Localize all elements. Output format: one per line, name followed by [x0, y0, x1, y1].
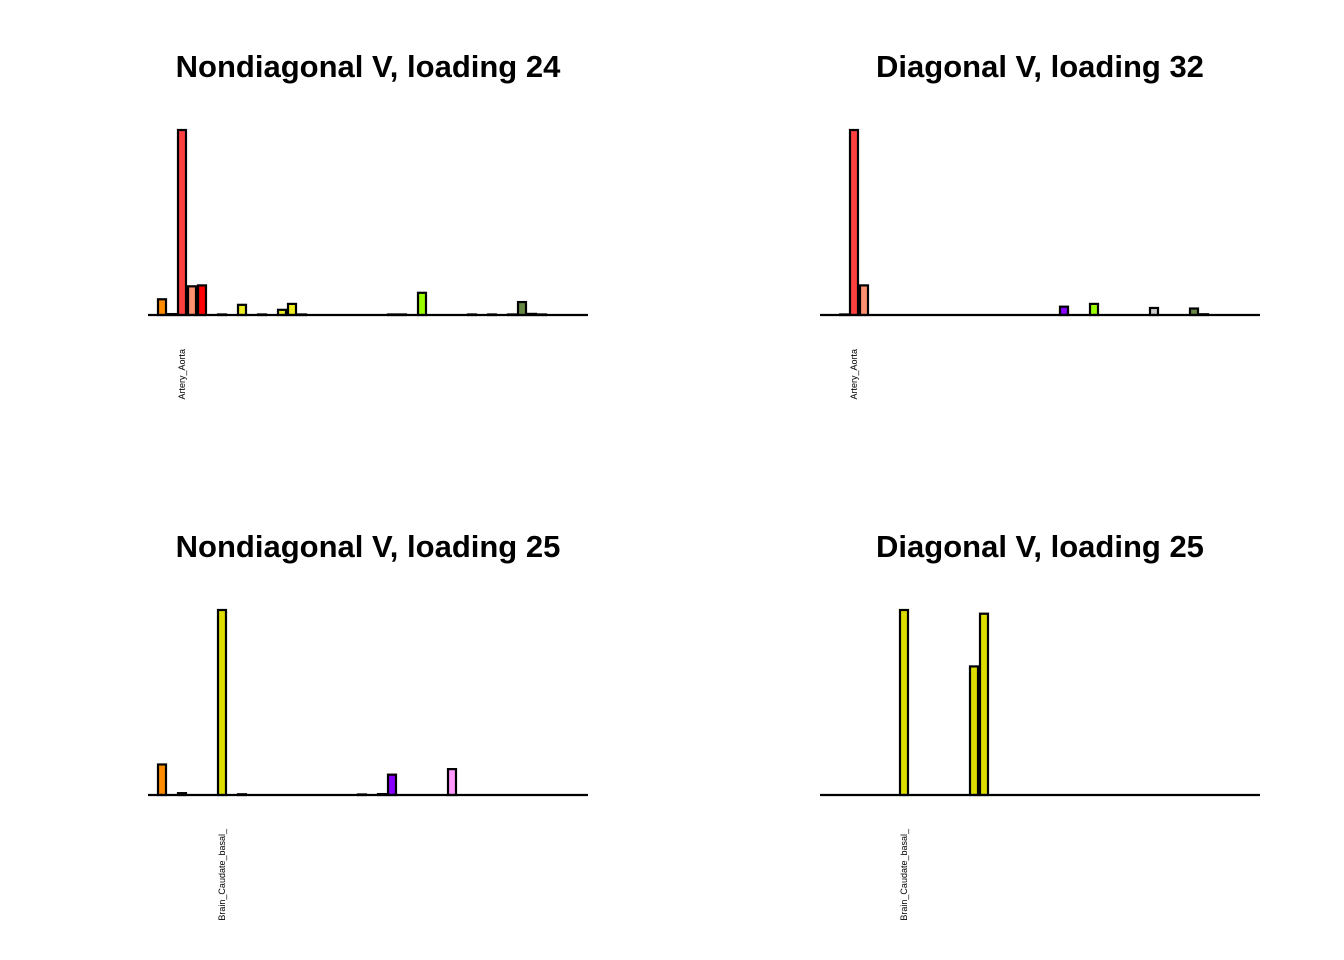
chart-title: Nondiagonal V, loading 25 [176, 529, 561, 564]
tick-label: Brain_Caudate_basal_ [217, 828, 227, 921]
bar-0 [156, 763, 168, 797]
bar-6 [216, 608, 228, 797]
tick-label-group: Artery_Aorta [849, 349, 859, 400]
bar-0 [156, 298, 168, 317]
bar-14 [968, 665, 980, 797]
bar-23 [1058, 305, 1070, 317]
panel-diagonal-25: Diagonal V, loading 25 Brain_Caudate_bas… [820, 529, 1260, 921]
chart-title: Diagonal V, loading 25 [876, 529, 1204, 564]
chart-title: Nondiagonal V, loading 24 [176, 49, 561, 84]
bar-8 [236, 303, 248, 317]
tick-label: Artery_Aorta [849, 349, 859, 400]
tick-label-group: Brain_Caudate_basal_ [899, 828, 909, 921]
tick-label-group: Brain_Caudate_basal_ [217, 828, 227, 921]
bar-26 [416, 291, 428, 317]
tick-label: Artery_Aorta [177, 349, 187, 400]
bar-group [156, 128, 548, 317]
bar-group [838, 128, 1210, 317]
bar-13 [286, 302, 298, 317]
tick-label-group: Artery_Aorta [177, 349, 187, 400]
tick-label: Brain_Caudate_basal_ [899, 828, 909, 921]
bar-group [898, 608, 990, 797]
panel-diagonal-32: Diagonal V, loading 32 Artery_Aorta [820, 49, 1260, 400]
bar-26 [1088, 302, 1100, 317]
bar-7 [898, 608, 910, 797]
bar-2 [848, 128, 860, 317]
bar-group [156, 608, 458, 797]
bar-29 [446, 768, 458, 797]
bar-3 [858, 284, 870, 317]
chart-title: Diagonal V, loading 32 [876, 49, 1204, 84]
panel-nondiagonal-24: Nondiagonal V, loading 24 Artery_Aorta [148, 49, 588, 400]
bar-2 [176, 128, 188, 317]
bar-3 [186, 285, 198, 317]
bar-36 [516, 300, 528, 317]
bar-23 [386, 773, 398, 797]
panel-nondiagonal-25: Nondiagonal V, loading 25 Brain_Caudate_… [148, 529, 588, 921]
bar-4 [196, 284, 208, 317]
bar-15 [978, 612, 990, 797]
